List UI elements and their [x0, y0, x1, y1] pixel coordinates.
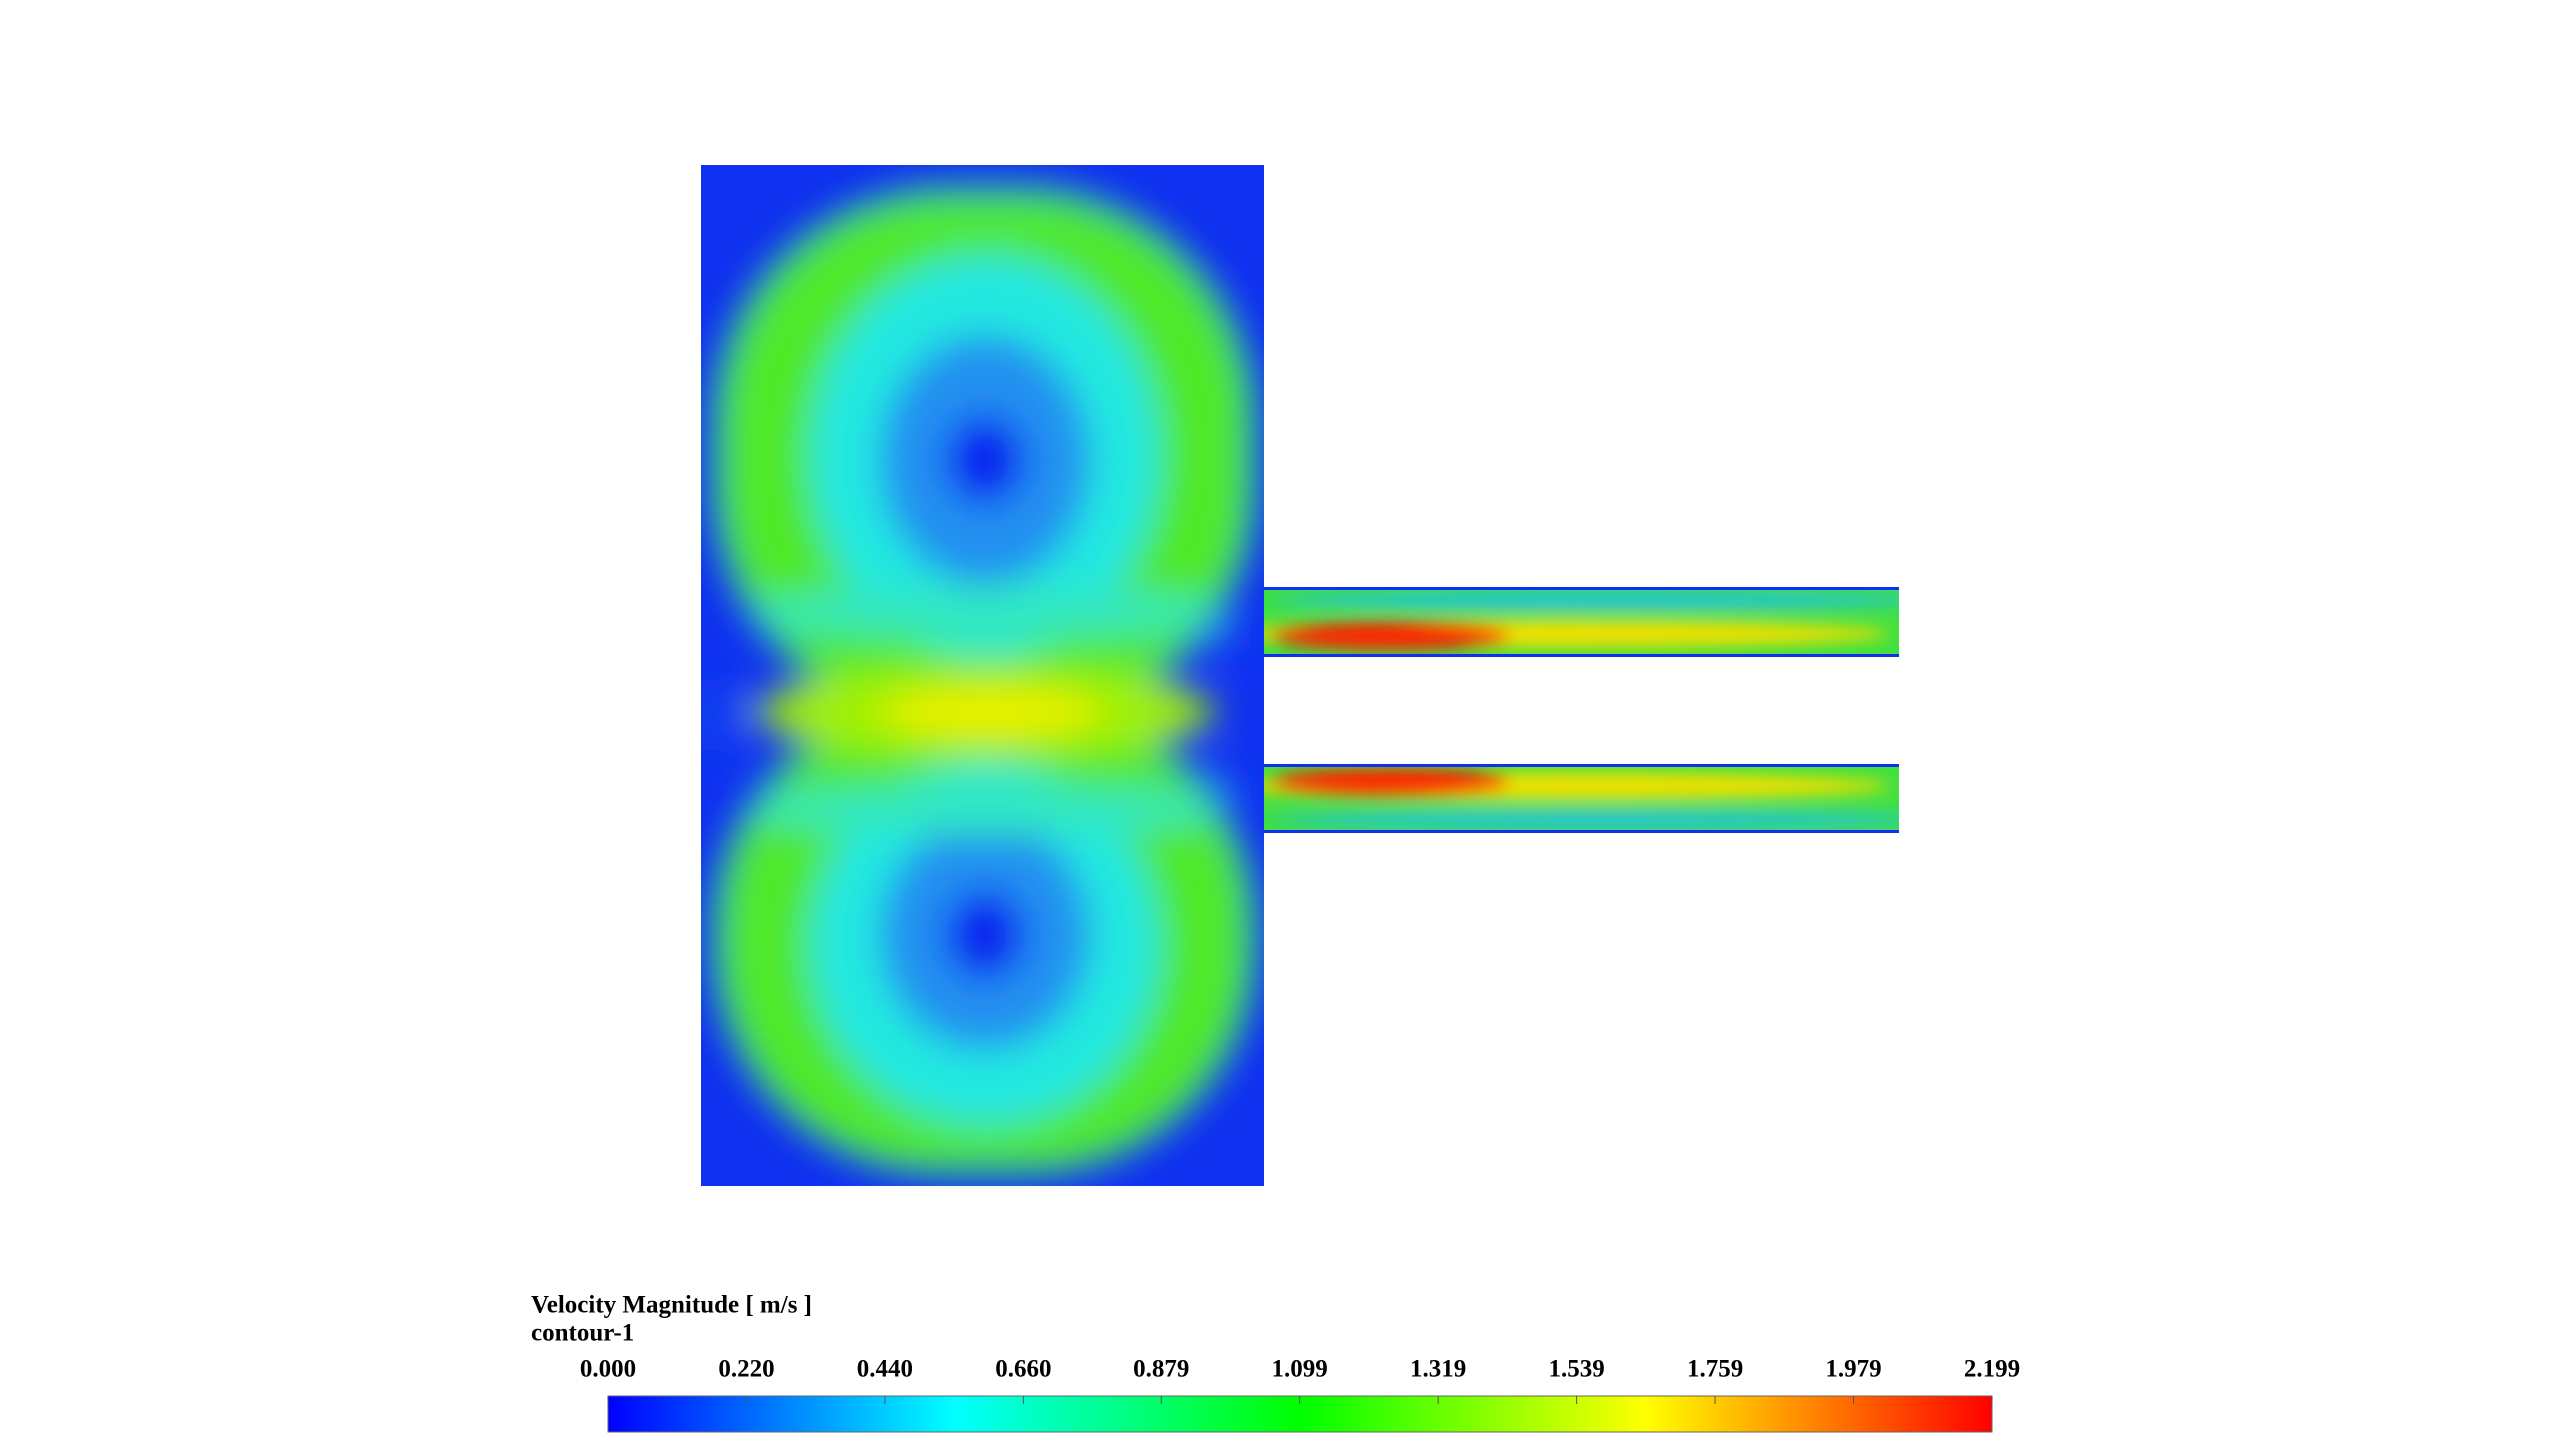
colorbar-tick-label: 1.319 [1410, 1356, 1466, 1383]
contour-field [701, 165, 1899, 1186]
colorbar-tick-label: 1.099 [1272, 1356, 1328, 1383]
colorbar-tick-label: 1.979 [1825, 1356, 1881, 1383]
legend-subtitle: contour-1 [531, 1320, 634, 1347]
colorbar-tick-label: 0.879 [1133, 1356, 1189, 1383]
colorbar-tick-label: 0.440 [857, 1356, 913, 1383]
legend-title: Velocity Magnitude [ m/s ] [531, 1292, 812, 1319]
colorbar-tick-label: 0.220 [718, 1356, 774, 1383]
colorbar-tick-label: 2.199 [1964, 1356, 2020, 1383]
colorbar-tick-label: 1.539 [1548, 1356, 1604, 1383]
colorbar-tick-label: 1.759 [1687, 1356, 1743, 1383]
colorbar-tick-label: 0.000 [580, 1356, 636, 1383]
colorbar-tick-label: 0.660 [995, 1356, 1051, 1383]
